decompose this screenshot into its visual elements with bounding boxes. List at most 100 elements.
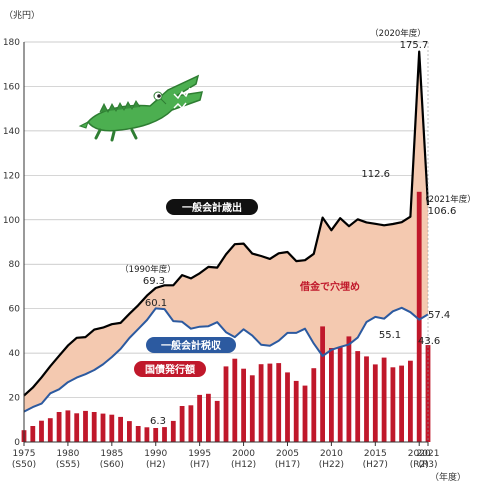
- bond-bar: [355, 351, 361, 442]
- x-tick-label: 2015: [364, 449, 387, 459]
- bond-bar: [214, 400, 220, 442]
- label-tax-text: 一般会計税収: [161, 339, 222, 352]
- bond-bar: [30, 426, 36, 442]
- bond-bar: [311, 368, 317, 442]
- bond-bar: [408, 360, 413, 442]
- x-unit-label: （年度）: [430, 471, 466, 483]
- series-lines: [23, 50, 430, 413]
- x-tick-sublabel: (H17): [275, 460, 300, 470]
- label-tax: 一般会計税収: [146, 337, 236, 353]
- y-tick-label: 80: [9, 260, 21, 270]
- x-tick-sublabel: (S55): [56, 460, 80, 470]
- bond-bar: [320, 326, 325, 442]
- label-expenditure-text: 一般会計歳出: [182, 201, 242, 214]
- y-tick-label: 140: [3, 127, 20, 137]
- annot-2021-tax: 57.4: [428, 310, 450, 321]
- annot-1990-tax: 60.1: [145, 298, 167, 309]
- bond-bar: [337, 346, 343, 442]
- bond-bar: [285, 372, 290, 442]
- annot-1990-exp: 69.3: [143, 276, 165, 287]
- bond-bar: [188, 405, 194, 442]
- bond-bar: [206, 393, 211, 442]
- annot-1990-bond: 6.3: [150, 416, 166, 427]
- gap-area-fill: [24, 51, 428, 412]
- x-tick-label: 2005: [276, 449, 299, 459]
- x-tick-label: 1985: [100, 449, 123, 459]
- bond-bar: [346, 336, 352, 442]
- annot-2021-exp: 106.6: [428, 206, 457, 217]
- y-unit-label: （兆円）: [4, 10, 40, 21]
- x-tick-label: 1990: [144, 449, 167, 459]
- y-tick-label: 180: [3, 38, 20, 48]
- bond-bar: [197, 394, 202, 442]
- label-bonds-text: 国債発行額: [145, 363, 195, 376]
- x-tick-sublabel: (H7): [190, 460, 210, 470]
- y-tick-label: 60: [9, 305, 21, 315]
- bond-bar: [56, 412, 62, 442]
- bond-bar: [302, 385, 308, 442]
- bond-bar: [47, 418, 53, 442]
- x-tick-sublabel: (R3): [418, 460, 437, 470]
- x-tick-sublabel: (S60): [100, 460, 124, 470]
- gap-area: [24, 51, 428, 412]
- x-tick-sublabel: (S50): [12, 460, 36, 470]
- bond-bar: [381, 357, 387, 442]
- bond-bar: [258, 364, 264, 442]
- bond-bar: [39, 420, 44, 442]
- bond-bar: [267, 363, 273, 442]
- bond-bar: [127, 421, 132, 442]
- bond-bar: [83, 410, 88, 442]
- label-gap: 借金で穴埋め: [299, 280, 360, 293]
- crocodile-icon: [78, 74, 204, 142]
- annot-2020-year: （2020年度）: [370, 28, 426, 39]
- annot-1990-year: （1990年度）: [120, 264, 176, 275]
- y-tick-label: 120: [3, 171, 20, 181]
- x-tick-label: 2021: [417, 449, 440, 459]
- x-tick-sublabel: (H22): [319, 460, 344, 470]
- bond-bar: [91, 412, 97, 442]
- bond-bar: [276, 363, 282, 442]
- label-expenditure: 一般会計歳出: [166, 199, 258, 215]
- bond-bar: [118, 416, 123, 442]
- bond-bar: [293, 380, 299, 442]
- bond-bar: [399, 365, 404, 442]
- label-bonds: 国債発行額: [134, 361, 206, 377]
- bond-bar: [329, 348, 334, 442]
- bond-bar: [100, 413, 106, 442]
- bond-bar: [65, 410, 71, 442]
- bond-bar: [135, 426, 141, 442]
- bond-bar: [364, 356, 369, 442]
- y-tick-label: 160: [3, 82, 20, 92]
- bond-bar: [249, 375, 255, 442]
- axes: 0 20 40 60 80 100 120 140 160 180 1975(S50) 1980(S5…: [3, 38, 440, 470]
- x-tick-label: 2010: [320, 449, 343, 459]
- y-tick-label: 40: [9, 349, 21, 359]
- bond-bar: [223, 366, 229, 442]
- bond-bar: [179, 406, 185, 442]
- annot-2021-bond: 43.6: [418, 336, 440, 347]
- x-tick-label: 1980: [56, 449, 79, 459]
- bond-bar: [241, 368, 246, 442]
- y-tick-label: 20: [9, 394, 21, 404]
- x-tick-sublabel: (R2): [410, 460, 429, 470]
- x-tick-label: 2000: [232, 449, 255, 459]
- bond-bar: [162, 427, 167, 442]
- bond-bar: [153, 428, 159, 442]
- bond-bar: [425, 345, 431, 442]
- bond-bar: [74, 413, 80, 442]
- annot-2020-bond: 112.6: [361, 169, 390, 180]
- bond-bar: [170, 420, 176, 442]
- annot-2020-tax: 55.1: [379, 330, 401, 341]
- tax-revenue-line: [23, 306, 429, 413]
- x-tick-label: 1995: [188, 449, 211, 459]
- bond-bars: [21, 191, 431, 442]
- expenditure-line: [23, 50, 430, 397]
- x-tick-sublabel: (H27): [363, 460, 388, 470]
- bond-bar: [372, 364, 378, 442]
- annot-2021-year: （2021年度）: [420, 194, 476, 205]
- y-tick-label: 0: [14, 438, 20, 448]
- bond-bar: [416, 191, 422, 442]
- x-tick-sublabel: (H2): [146, 460, 166, 470]
- x-tick-label: 2020: [408, 449, 431, 459]
